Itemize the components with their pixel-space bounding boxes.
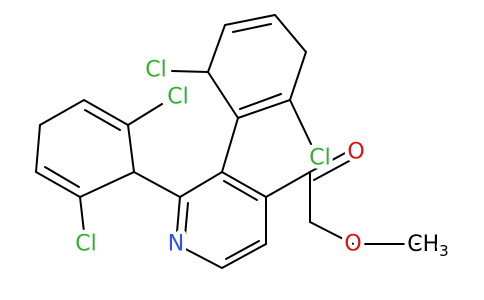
bond	[184, 202, 189, 237]
bond	[289, 99, 312, 145]
atom-label: N	[168, 232, 184, 257]
atom-label: Cl	[145, 58, 166, 83]
bond	[265, 171, 311, 198]
bond	[133, 171, 181, 198]
bond	[309, 221, 354, 245]
atom-label-main: CH	[407, 232, 439, 257]
bond	[221, 117, 239, 173]
atom-label: Cl	[75, 232, 96, 257]
bond	[309, 151, 348, 173]
atom-label: CH3	[407, 232, 448, 261]
atom-label: Cl	[167, 85, 188, 110]
bond	[79, 196, 85, 233]
bond	[239, 93, 282, 110]
atom-label: O	[347, 140, 364, 165]
bond	[223, 180, 258, 201]
bond	[84, 109, 121, 131]
bond	[171, 70, 209, 73]
atom-label-subscript: 3	[439, 242, 449, 260]
bond	[34, 98, 135, 199]
bond	[44, 166, 80, 188]
bonds	[34, 13, 421, 270]
atom-label: O	[344, 232, 361, 257]
bond	[313, 159, 352, 181]
bond	[127, 103, 163, 126]
atom-labels: N O O CH3 Cl Cl Cl Cl	[71, 54, 452, 265]
atom-label: Cl	[309, 146, 330, 171]
bond	[232, 23, 272, 33]
bond	[225, 240, 260, 260]
bond	[175, 170, 267, 270]
